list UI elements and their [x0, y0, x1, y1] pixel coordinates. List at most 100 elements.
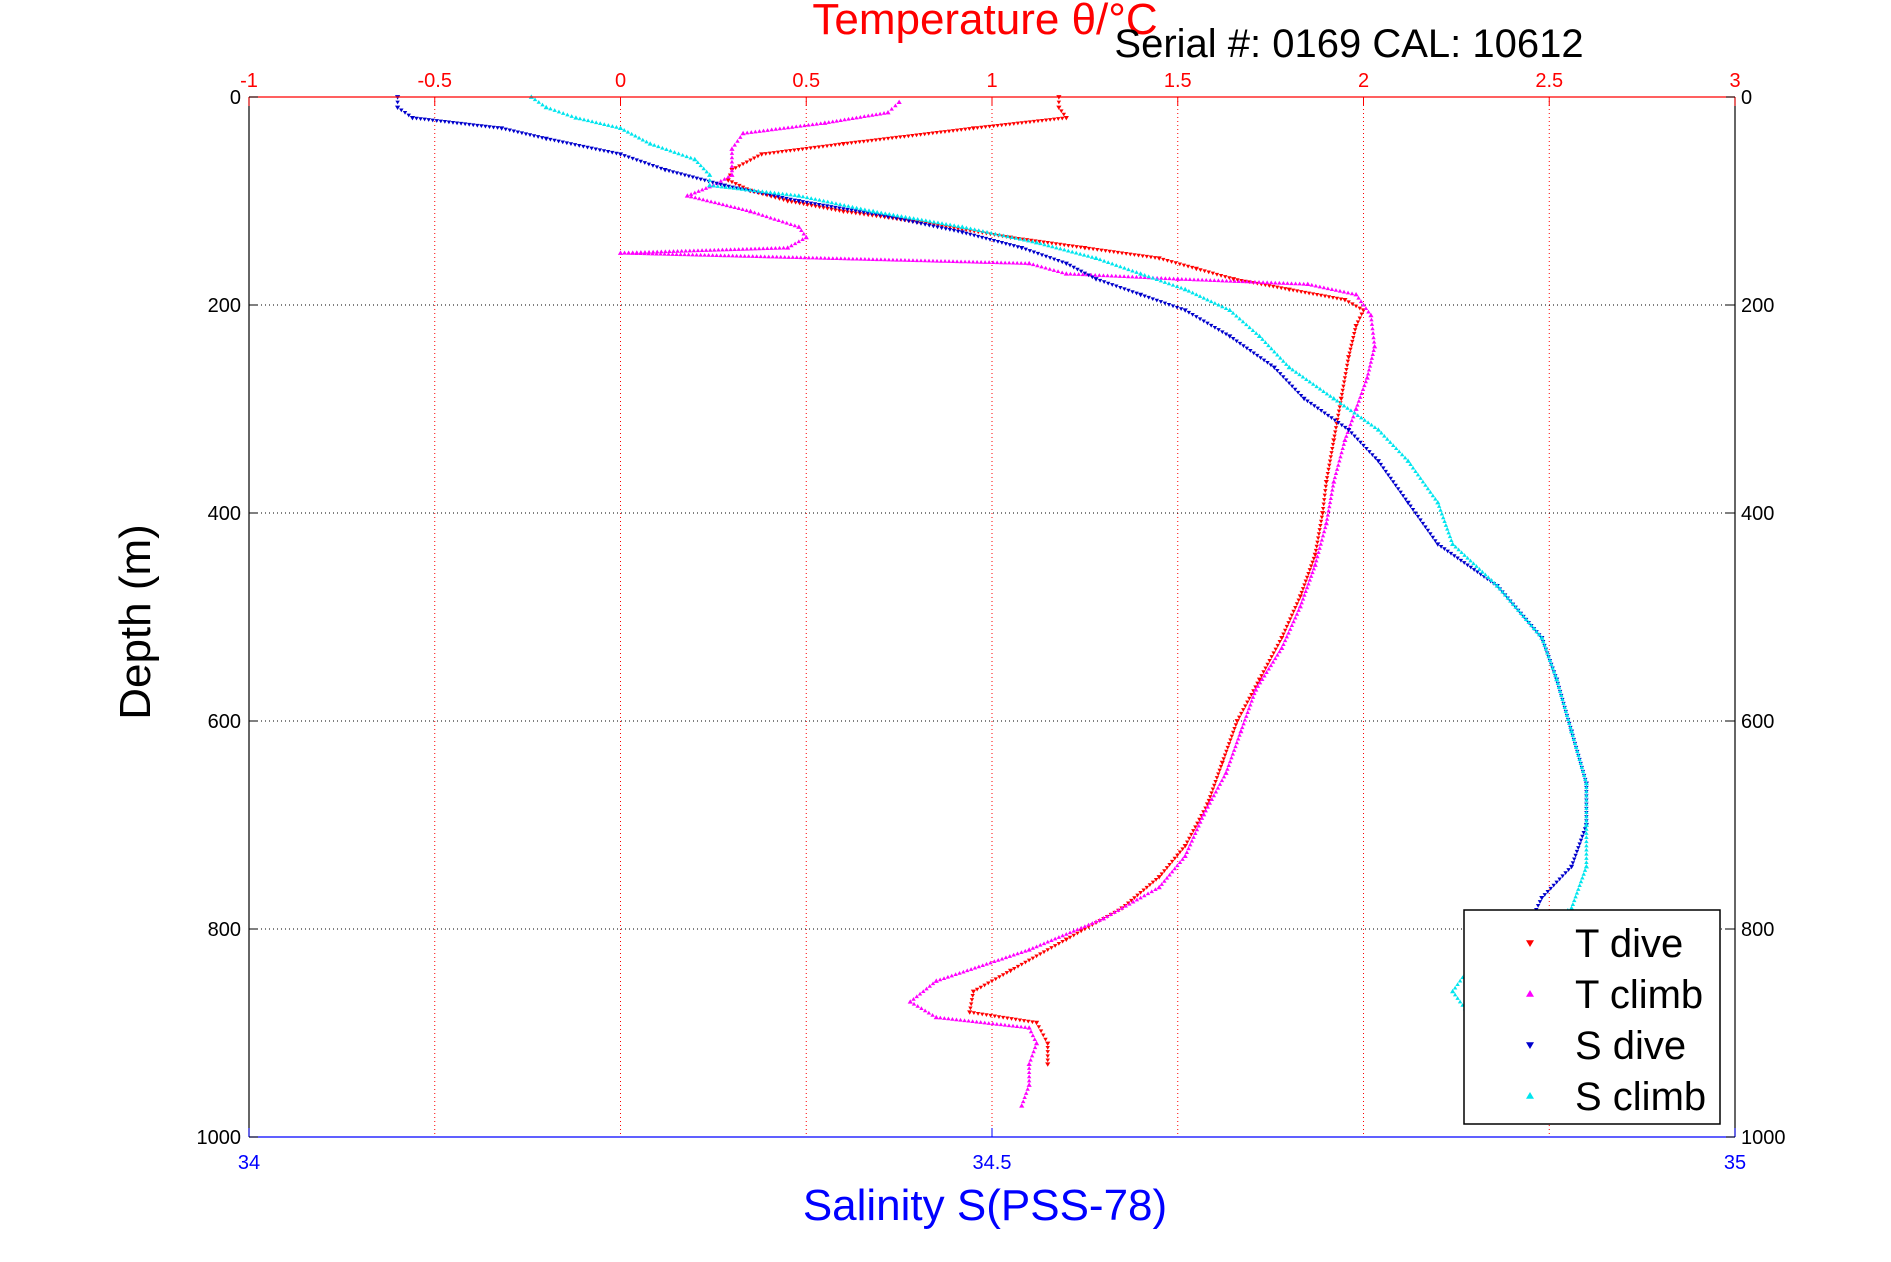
data-point	[1337, 405, 1342, 410]
data-point	[1097, 273, 1102, 277]
data-point	[1047, 118, 1053, 122]
data-point	[1543, 646, 1549, 651]
depth-tick-label-left: 0	[230, 87, 241, 109]
data-point	[1413, 469, 1418, 473]
data-point	[987, 124, 992, 129]
data-point	[959, 224, 965, 229]
bottom-axis-title: Salinity S(PSS-78)	[803, 1181, 1167, 1230]
data-point	[726, 174, 731, 179]
data-point	[1345, 359, 1351, 364]
data-point	[1052, 936, 1058, 941]
data-point	[1516, 608, 1521, 612]
data-point	[1090, 275, 1095, 280]
data-point	[1328, 394, 1333, 398]
data-point	[1021, 1099, 1026, 1104]
data-point	[1355, 402, 1360, 407]
data-point	[1237, 715, 1242, 720]
data-point	[838, 118, 843, 122]
data-point	[726, 253, 731, 258]
data-point	[1051, 117, 1057, 122]
data-point	[1275, 285, 1280, 290]
data-point	[802, 123, 807, 128]
data-point	[729, 146, 735, 151]
data-point	[1273, 647, 1278, 652]
data-point	[1462, 553, 1467, 557]
data-point	[830, 256, 836, 260]
data-point	[853, 211, 858, 216]
data-point	[858, 206, 863, 211]
top-axis-title: Temperature θ/°C	[812, 0, 1157, 44]
data-point	[1164, 875, 1170, 880]
data-point	[760, 189, 765, 194]
data-point	[914, 994, 919, 999]
data-point	[993, 231, 998, 236]
data-point	[650, 164, 656, 168]
data-point	[1078, 925, 1084, 930]
data-point	[923, 218, 929, 223]
data-point	[1126, 288, 1131, 293]
data-point	[840, 209, 846, 214]
data-point	[1022, 1025, 1028, 1029]
data-point	[873, 138, 879, 143]
data-point	[1329, 416, 1334, 420]
data-point	[1555, 681, 1561, 685]
data-point	[1185, 840, 1190, 845]
data-point	[1279, 286, 1284, 291]
data-point	[715, 184, 720, 188]
data-point	[947, 222, 953, 227]
data-point	[736, 206, 741, 211]
data-point	[950, 1017, 955, 1021]
data-point	[824, 204, 830, 209]
data-point	[869, 138, 875, 143]
data-point	[1017, 1018, 1023, 1023]
data-point	[1341, 380, 1347, 385]
data-point	[1132, 253, 1137, 257]
data-point	[1023, 948, 1028, 953]
data-point	[1513, 605, 1518, 609]
data-point	[1360, 387, 1366, 392]
data-point	[622, 127, 627, 132]
data-point	[1227, 334, 1233, 339]
data-point	[824, 144, 830, 149]
data-point	[1122, 265, 1127, 270]
data-point	[919, 217, 924, 222]
data-point	[1182, 286, 1188, 292]
data-point	[752, 188, 757, 193]
data-point	[1013, 236, 1019, 240]
data-point	[1523, 617, 1529, 621]
data-point	[703, 186, 709, 190]
data-point	[1018, 1024, 1024, 1029]
data-point	[1152, 256, 1158, 260]
data-point	[1577, 757, 1582, 761]
data-point	[722, 253, 727, 258]
data-point	[1343, 425, 1348, 430]
data-point	[1572, 741, 1578, 745]
data-point	[1007, 954, 1013, 958]
data-point	[1237, 316, 1242, 321]
data-point	[422, 117, 427, 122]
data-point	[926, 1010, 932, 1015]
data-point	[1229, 755, 1234, 760]
data-point	[1554, 880, 1559, 885]
data-point	[1026, 1019, 1031, 1024]
data-point	[1465, 555, 1470, 560]
data-point	[1078, 245, 1083, 250]
data-point	[642, 251, 647, 256]
data-point	[809, 196, 814, 200]
data-point	[1218, 764, 1224, 769]
data-point	[704, 198, 710, 203]
data-point	[1371, 339, 1377, 344]
data-point	[937, 977, 943, 982]
data-point	[1486, 575, 1491, 580]
data-point	[1275, 368, 1280, 373]
data-point	[972, 227, 977, 232]
data-point	[647, 141, 653, 146]
data-point	[1150, 275, 1155, 280]
data-point	[808, 146, 813, 151]
data-point	[858, 256, 864, 261]
data-point	[1312, 562, 1318, 567]
data-point	[1009, 1017, 1014, 1021]
data-point	[1352, 410, 1357, 415]
data-point	[1181, 263, 1187, 268]
data-point	[1575, 749, 1580, 753]
